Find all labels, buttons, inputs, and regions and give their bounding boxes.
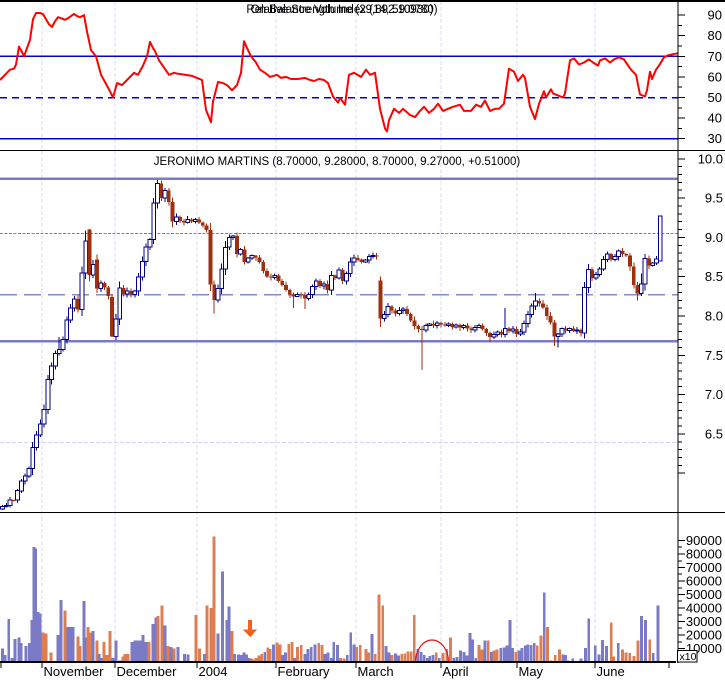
svg-text:9.0: 9.0 xyxy=(705,230,723,245)
svg-text:40: 40 xyxy=(708,111,722,126)
svg-text:70000: 70000 xyxy=(686,560,722,575)
svg-text:50: 50 xyxy=(708,90,722,105)
svg-text:20000: 20000 xyxy=(686,628,722,643)
svg-text:50000: 50000 xyxy=(686,587,722,602)
svg-text:On Balance Volume (29,892.1093: On Balance Volume (29,892.10930) xyxy=(251,4,434,16)
svg-text:March: March xyxy=(358,664,394,679)
svg-text:40000: 40000 xyxy=(686,601,722,616)
svg-text:June: June xyxy=(597,664,625,679)
svg-text:80000: 80000 xyxy=(686,547,722,562)
svg-text:April: April xyxy=(443,664,469,679)
svg-text:80: 80 xyxy=(708,28,722,43)
svg-text:8.5: 8.5 xyxy=(705,269,723,284)
svg-text:Relative Strength Index (14, 5: Relative Strength Index (14, 59.0780) xyxy=(246,4,437,16)
svg-text:November: November xyxy=(44,664,105,679)
svg-text:2004: 2004 xyxy=(199,664,228,679)
svg-text:9.5: 9.5 xyxy=(705,191,723,206)
svg-text:JERONIMO MARTINS (8.70000, 9.2: JERONIMO MARTINS (8.70000, 9.28000, 8.70… xyxy=(154,156,521,168)
svg-text:60: 60 xyxy=(708,69,722,84)
svg-text:May: May xyxy=(519,664,544,679)
svg-text:60000: 60000 xyxy=(686,574,722,589)
svg-text:70: 70 xyxy=(708,49,722,64)
svg-text:6.5: 6.5 xyxy=(705,426,723,441)
svg-text:90000: 90000 xyxy=(686,533,722,548)
svg-text:7.0: 7.0 xyxy=(705,387,723,402)
svg-text:7.5: 7.5 xyxy=(705,348,723,363)
svg-text:30: 30 xyxy=(708,131,722,146)
svg-text:30000: 30000 xyxy=(686,614,722,629)
svg-text:December: December xyxy=(117,664,178,679)
svg-text:x10: x10 xyxy=(680,651,697,663)
svg-text:90: 90 xyxy=(708,8,722,23)
svg-text:8.0: 8.0 xyxy=(705,309,723,324)
svg-text:February: February xyxy=(278,664,331,679)
svg-text:10.0: 10.0 xyxy=(698,151,723,166)
